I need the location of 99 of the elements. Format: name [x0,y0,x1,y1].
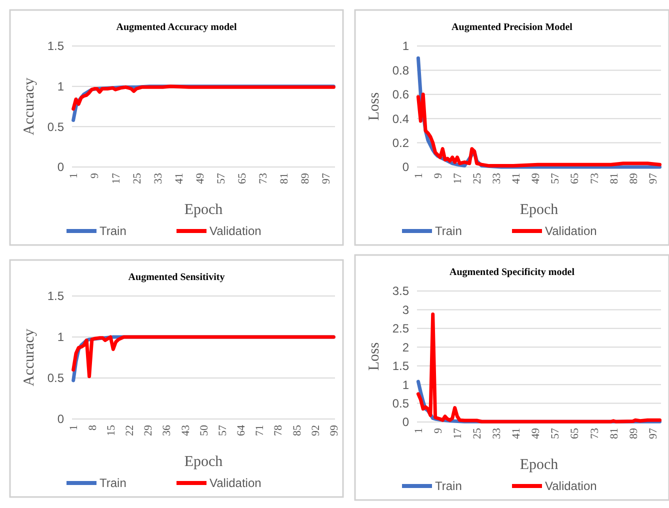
y-tick-label: 1 [57,330,64,344]
x-tick-label: 97 [647,428,660,439]
x-tick-label: 73 [258,172,270,184]
legend-label: Train [100,224,126,238]
x-tick-label: 49 [194,172,206,184]
y-tick-label: 0.4 [392,112,410,126]
legend-label: Validation [545,479,597,494]
y-tick-label: 0.2 [392,136,410,150]
x-tick-label: 81 [608,428,620,439]
x-tick-label: 41 [173,173,186,184]
y-axis-title: Accuracy [21,328,38,386]
x-tick-label: 73 [588,428,601,439]
x-tick-label: 25 [472,428,484,439]
x-tick-label: 41 [510,173,523,184]
y-axis-title: Accuracy [21,77,38,136]
x-tick-label: 33 [491,172,504,184]
x-tick-label: 57 [550,428,562,439]
x-tick-label: 65 [569,172,582,184]
x-tick-label: 9 [432,428,445,434]
x-tick-label: 89 [628,428,640,439]
x-tick-label: 81 [608,173,620,184]
x-tick-label: 85 [291,424,304,436]
x-tick-label: 49 [530,428,542,439]
y-tick-label: 0 [402,160,410,174]
x-tick-label: 78 [272,424,285,436]
chart-title: Augmented Specificity model [450,267,575,278]
legend-label: Validation [210,476,262,490]
y-tick-label: 0 [57,160,64,174]
x-tick-label: 33 [491,428,504,439]
legend-label: Train [100,476,126,490]
x-tick-label: 89 [628,172,640,184]
x-tick-label: 64 [236,424,248,436]
x-tick-label: 71 [254,425,266,436]
y-tick-label: 0.5 [47,120,64,134]
x-tick-label: 41 [510,428,523,439]
x-tick-label: 89 [300,172,312,184]
x-tick-label: 50 [198,424,210,436]
line-series [416,92,662,168]
y-tick-label: 0.6 [392,88,410,102]
chart-title: Augmented Precision Model [452,22,573,33]
y-tick-label: 3 [402,302,410,317]
y-tick-label: 0.8 [392,63,410,78]
y-tick-label: 0.5 [392,396,410,410]
x-tick-label: 25 [131,172,144,184]
y-tick-label: 1.5 [47,289,64,304]
x-tick-label: 92 [310,425,322,436]
y-axis-title: Loss [366,342,382,371]
y-tick-label: 1 [402,39,410,54]
x-tick-label: 15 [105,424,118,436]
x-tick-label: 9 [89,172,102,178]
line-series [72,84,336,111]
legend-label: Validation [210,224,262,238]
chart-title: Augmented Accuracy model [116,22,237,33]
x-axis-title: Epoch [520,457,559,473]
x-tick-label: 97 [320,172,333,184]
y-tick-label: 2.5 [392,322,410,336]
x-tick-label: 65 [569,428,582,439]
x-tick-label: 1 [68,425,80,430]
x-tick-label: 57 [550,172,562,184]
x-tick-label: 99 [328,424,341,436]
y-tick-label: 1 [402,378,410,392]
legend-label: Train [435,224,462,238]
legend-label: Train [435,479,462,494]
x-tick-label: 57 [215,172,228,184]
x-axis-title: Epoch [184,202,224,218]
y-tick-label: 0 [402,415,410,430]
y-tick-label: 3.5 [392,284,410,298]
y-tick-label: 1 [57,80,64,94]
y-tick-label: 1.5 [392,359,410,374]
x-tick-label: 29 [142,424,155,436]
x-tick-label: 33 [152,172,164,184]
x-tick-label: 43 [180,424,192,436]
x-axis-title: Epoch [520,202,559,218]
x-tick-label: 81 [278,173,291,184]
x-tick-label: 17 [452,172,464,184]
x-tick-label: 8 [86,424,99,430]
x-tick-label: 36 [161,424,174,436]
x-tick-label: 65 [236,172,248,184]
legend-label: Validation [545,224,597,238]
x-tick-label: 9 [432,172,445,178]
y-tick-label: 0.5 [47,371,64,386]
x-axis-title: Epoch [184,454,224,470]
x-tick-label: 17 [110,172,122,184]
x-tick-label: 22 [124,425,136,436]
x-tick-label: 25 [472,172,484,184]
y-axis-title: Loss [366,92,382,121]
x-tick-label: 1 [68,173,80,178]
x-tick-label: 1 [413,428,426,434]
x-tick-label: 17 [452,428,464,439]
y-tick-label: 0 [57,412,64,426]
x-tick-label: 73 [588,172,601,184]
x-tick-label: 49 [530,172,542,184]
y-tick-label: 2 [402,340,410,354]
x-tick-label: 1 [413,173,426,178]
line-series [416,312,662,424]
x-tick-label: 57 [216,424,229,436]
x-tick-label: 97 [647,172,660,184]
chart-title: Augmented Sensitivity [128,272,225,283]
y-tick-label: 1.5 [47,39,64,54]
